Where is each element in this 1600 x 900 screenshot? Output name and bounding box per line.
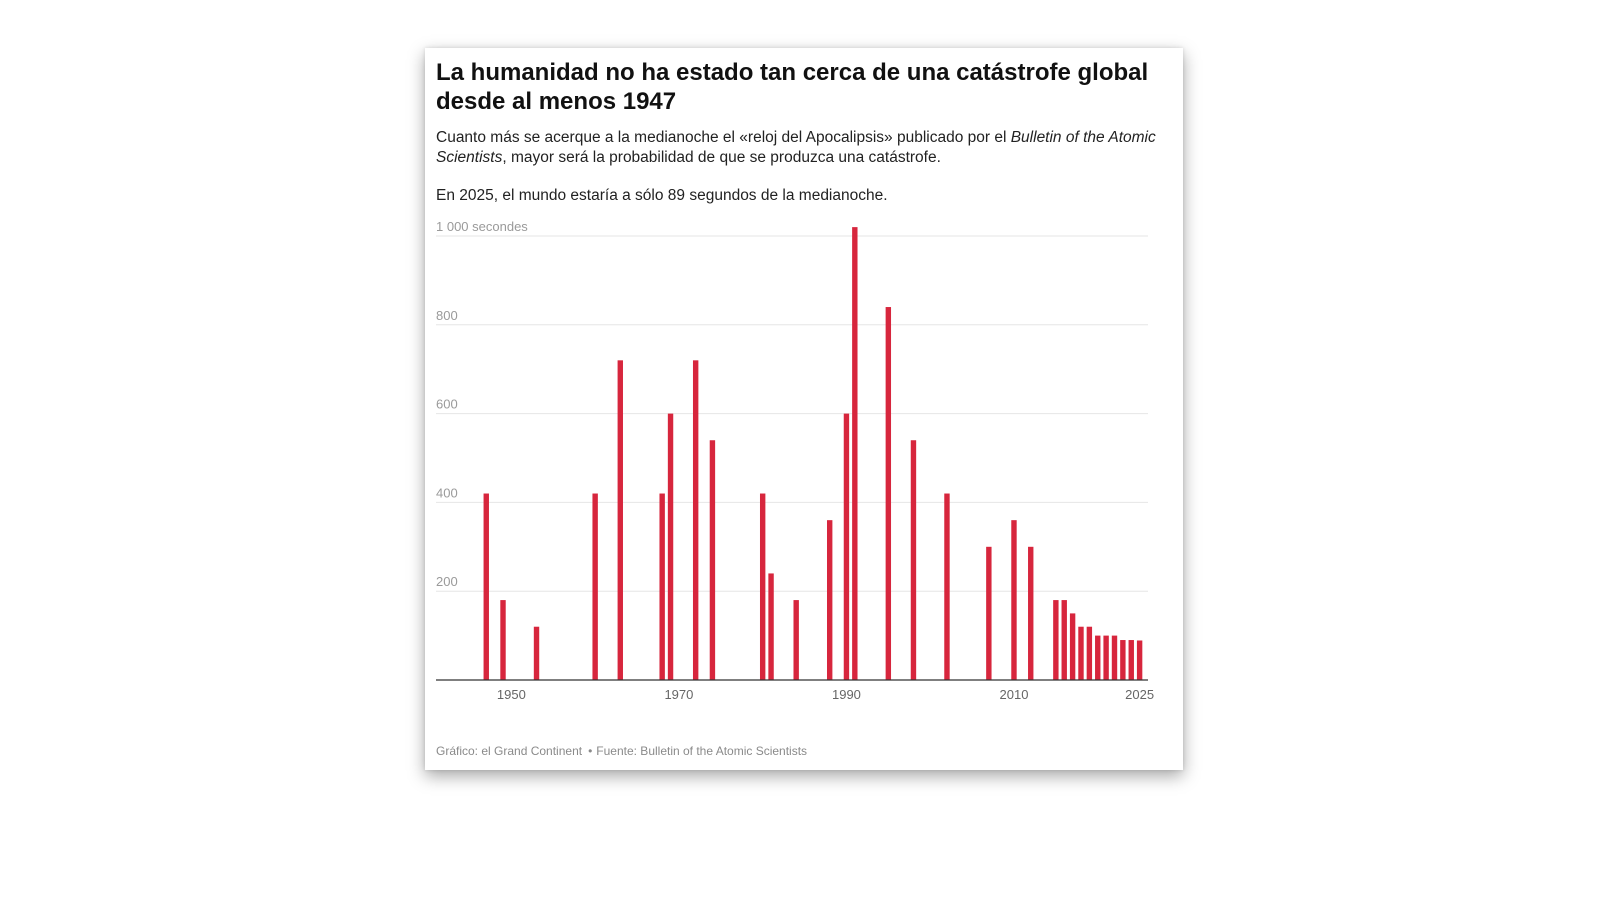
bar-1969 xyxy=(667,413,674,680)
x-tick-label: 1970 xyxy=(664,687,693,702)
subtitle-publication-name: Bulletin of the Atomic Scientists xyxy=(436,129,1156,166)
bar-1988 xyxy=(826,520,833,680)
bar-2022 xyxy=(1111,635,1118,680)
bar-2019 xyxy=(1086,626,1093,680)
bar-1998 xyxy=(910,440,917,680)
bar-2021 xyxy=(1103,635,1109,680)
bar-2007 xyxy=(986,546,992,680)
x-tick-label: 1990 xyxy=(832,687,861,702)
footer-source: Fuente: Bulletin of the Atomic Scientist… xyxy=(596,744,808,758)
bar-1963 xyxy=(617,360,623,680)
y-tick-label: 600 xyxy=(436,397,458,412)
bar-chart: 200 400 600 800 1 000 secondes 1950 1970 1990 2… xyxy=(436,219,1154,702)
bar-1995 xyxy=(885,307,892,680)
axes: 1950 1970 1990 2010 2025 xyxy=(436,679,1154,702)
bar-2025 xyxy=(1136,640,1143,680)
subtitle-text-2: , mayor será la probabilidad de que se p… xyxy=(502,149,941,166)
bar-1984 xyxy=(793,600,799,680)
x-tick-label: 2025 xyxy=(1125,687,1154,702)
bar-1947 xyxy=(483,493,489,680)
y-tick-label: 200 xyxy=(436,574,458,589)
bar-2012 xyxy=(1028,546,1034,680)
bars xyxy=(483,227,1143,680)
bar-2020 xyxy=(1095,635,1101,680)
bar-2017 xyxy=(1069,613,1076,680)
bar-1953 xyxy=(533,626,540,680)
bar-1960 xyxy=(592,493,598,680)
footer-separator: • xyxy=(588,744,593,758)
x-tick-label: 2010 xyxy=(1000,687,1029,702)
bar-1981 xyxy=(768,573,774,680)
subtitle-text-1: Cuanto más se acerque a la medianoche el… xyxy=(436,129,1011,146)
bar-2024 xyxy=(1128,640,1134,680)
bar-1974 xyxy=(709,440,716,680)
bar-1980 xyxy=(759,493,766,680)
chart-footer: Gráfico: el Grand Continent • Fuente: Bull… xyxy=(436,744,807,758)
bar-2016 xyxy=(1061,600,1067,680)
footer-credit: Gráfico: el Grand Continent xyxy=(436,744,583,758)
bar-1968 xyxy=(659,493,665,680)
bar-2015 xyxy=(1053,600,1059,680)
chart-note: En 2025, el mundo estaría a sólo 89 segu… xyxy=(436,187,888,204)
chart-subtitle: Cuanto más se acerque a la medianoche el… xyxy=(436,128,1176,168)
y-tick-label: 1 000 secondes xyxy=(436,219,528,234)
grid-lines: 200 400 600 800 1 000 secondes xyxy=(436,219,1148,592)
chart-title: La humanidad no ha estado tan cerca de u… xyxy=(436,59,1149,115)
bar-2010 xyxy=(1011,520,1017,680)
chart-card: La humanidad no ha estado tan cerca de u… xyxy=(425,48,1183,770)
bar-2002 xyxy=(944,493,950,680)
bar-1949 xyxy=(500,600,506,680)
bar-1990 xyxy=(843,413,850,680)
x-tick-label: 1950 xyxy=(497,687,526,702)
y-tick-label: 800 xyxy=(436,308,458,323)
bar-2018 xyxy=(1078,626,1084,680)
bar-1972 xyxy=(692,360,699,680)
bar-2023 xyxy=(1120,640,1126,680)
bar-1991 xyxy=(852,227,858,680)
y-tick-label: 400 xyxy=(436,485,458,500)
